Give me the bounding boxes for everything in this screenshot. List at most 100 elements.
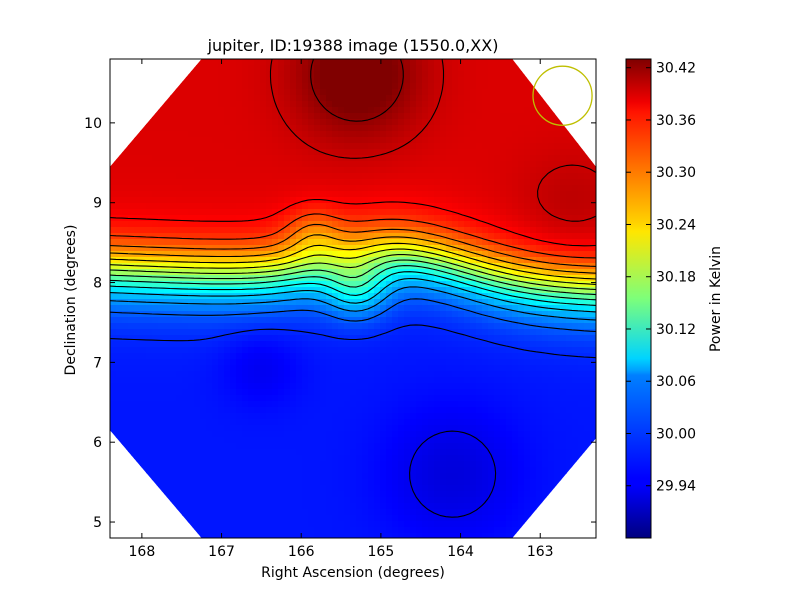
heatmap-cell — [236, 317, 243, 324]
heatmap-cell — [164, 401, 171, 408]
heatmap-cell — [266, 143, 273, 150]
heatmap-cell — [164, 161, 171, 168]
heatmap-cell — [416, 425, 423, 432]
heatmap-cell — [218, 107, 225, 114]
heatmap-cell — [344, 401, 351, 408]
heatmap-cell — [230, 287, 237, 294]
heatmap-cell — [344, 251, 351, 258]
heatmap-cell — [500, 113, 507, 120]
heatmap-cell — [464, 71, 471, 78]
heatmap-cell — [320, 101, 327, 108]
heatmap-cell — [440, 89, 447, 96]
heatmap-cell — [392, 221, 399, 228]
heatmap-cell — [344, 419, 351, 426]
heatmap-cell — [476, 233, 483, 240]
heatmap-cell — [266, 59, 273, 66]
heatmap-cell — [284, 401, 291, 408]
heatmap-cell — [158, 335, 165, 342]
heatmap-cell — [572, 197, 579, 204]
heatmap-cell — [116, 305, 123, 312]
heatmap-cell — [332, 215, 339, 222]
heatmap-cell — [212, 251, 219, 258]
heatmap-cell — [332, 197, 339, 204]
heatmap-cell — [482, 77, 489, 84]
heatmap-cell — [296, 359, 303, 366]
heatmap-cell — [446, 239, 453, 246]
heatmap-cell — [320, 335, 327, 342]
heatmap-cell — [164, 293, 171, 300]
heatmap-cell — [134, 287, 141, 294]
heatmap-cell — [314, 101, 321, 108]
heatmap-cell — [422, 221, 429, 228]
heatmap-cell — [146, 191, 153, 198]
heatmap-cell — [194, 383, 201, 390]
heatmap-cell — [380, 173, 387, 180]
heatmap-cell — [158, 239, 165, 246]
heatmap-cell — [302, 239, 309, 246]
heatmap-cell — [284, 95, 291, 102]
heatmap-cell — [368, 71, 375, 78]
heatmap-cell — [380, 275, 387, 282]
heatmap-cell — [140, 353, 147, 360]
heatmap-cell — [230, 131, 237, 138]
heatmap-cell — [350, 119, 357, 126]
heatmap-cell — [464, 413, 471, 420]
heatmap-cell — [140, 191, 147, 198]
heatmap-cell — [230, 335, 237, 342]
heatmap-cell — [236, 59, 243, 66]
heatmap-cell — [224, 113, 231, 120]
heatmap-cell — [446, 137, 453, 144]
heatmap-cell — [308, 419, 315, 426]
heatmap-cell — [362, 59, 369, 66]
heatmap-cell — [140, 425, 147, 432]
heatmap-cell — [524, 89, 531, 96]
heatmap-cell — [404, 335, 411, 342]
heatmap-cell — [416, 305, 423, 312]
heatmap-cell — [560, 347, 567, 354]
heatmap-cell — [488, 245, 495, 252]
heatmap-cell — [422, 233, 429, 240]
heatmap-cell — [116, 221, 123, 228]
heatmap-cell — [320, 209, 327, 216]
heatmap-cell — [320, 251, 327, 258]
heatmap-cell — [446, 401, 453, 408]
heatmap-cell — [380, 119, 387, 126]
heatmap-cell — [200, 395, 207, 402]
heatmap-cell — [218, 137, 225, 144]
heatmap-cell — [344, 245, 351, 252]
heatmap-cell — [392, 125, 399, 132]
heatmap-cell — [284, 365, 291, 372]
heatmap-cell — [110, 413, 117, 420]
heatmap-cell — [224, 173, 231, 180]
heatmap-cell — [494, 185, 501, 192]
heatmap-cell — [206, 155, 213, 162]
heatmap-cell — [554, 371, 561, 378]
heatmap-cell — [350, 419, 357, 426]
heatmap-cell — [314, 263, 321, 270]
heatmap-cell — [224, 143, 231, 150]
heatmap-cell — [236, 281, 243, 288]
heatmap-cell — [320, 125, 327, 132]
heatmap-cell — [446, 395, 453, 402]
heatmap-cell — [242, 377, 249, 384]
heatmap-cell — [284, 143, 291, 150]
heatmap-cell — [278, 89, 285, 96]
heatmap-cell — [134, 377, 141, 384]
heatmap-cell — [296, 365, 303, 372]
heatmap-cell — [278, 173, 285, 180]
heatmap-cell — [446, 167, 453, 174]
heatmap-cell — [506, 65, 513, 72]
heatmap-cell — [380, 89, 387, 96]
heatmap-cell — [236, 185, 243, 192]
heatmap-cell — [554, 221, 561, 228]
heatmap-cell — [488, 353, 495, 360]
heatmap-cell — [470, 407, 477, 414]
heatmap-cell — [440, 341, 447, 348]
heatmap-cell — [272, 131, 279, 138]
heatmap-cell — [182, 251, 189, 258]
heatmap-cell — [200, 239, 207, 246]
heatmap-cell — [230, 377, 237, 384]
heatmap-cell — [476, 185, 483, 192]
heatmap-cell — [152, 425, 159, 432]
heatmap-cell — [470, 227, 477, 234]
